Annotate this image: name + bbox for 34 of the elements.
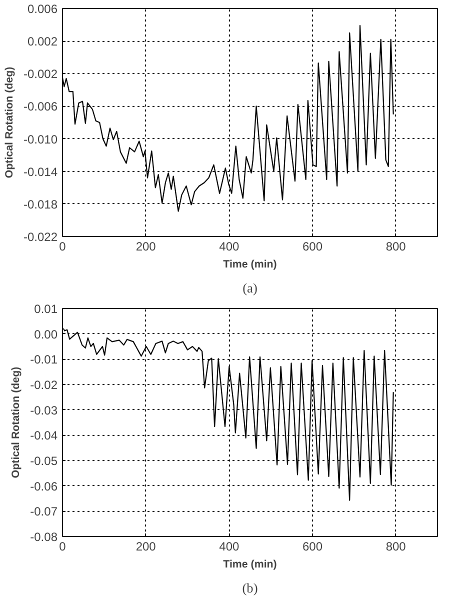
- y-tick-label: 0.002: [27, 34, 58, 49]
- x-axis-title: Time (min): [223, 558, 278, 570]
- y-tick-label: -0.08: [30, 530, 58, 544]
- x-axis-title: Time (min): [223, 258, 278, 270]
- y-tick-label: 0.00: [34, 327, 58, 342]
- y-tick-label: -0.04: [30, 428, 58, 443]
- x-tick-label: 400: [219, 240, 240, 254]
- y-tick-label: -0.06: [30, 479, 58, 494]
- x-tick-label: 200: [136, 540, 156, 554]
- y-tick-label: -0.022: [23, 230, 58, 244]
- text: (b): [242, 580, 258, 596]
- x-tick-label: 600: [302, 240, 323, 254]
- x-tick-label: 800: [386, 540, 406, 554]
- y-tick-label: -0.002: [23, 67, 58, 82]
- y-tick-label: 0.006: [27, 2, 58, 16]
- text: (a): [242, 280, 258, 296]
- y-tick-label: -0.01: [30, 352, 58, 367]
- x-tick-label: 0: [59, 540, 66, 554]
- x-tick-label: 200: [136, 240, 156, 254]
- y-tick-label: -0.05: [30, 454, 58, 468]
- x-tick-label: 800: [386, 240, 406, 254]
- y-tick-label: -0.03: [30, 403, 58, 418]
- x-tick-label: 0: [59, 240, 66, 254]
- y-tick-label: -0.014: [23, 164, 58, 179]
- x-tick-label: 600: [302, 540, 323, 554]
- y-axis-title: Optical Rotation (deg): [10, 366, 22, 478]
- y-tick-label: 0.01: [34, 302, 58, 316]
- y-tick-label: -0.018: [23, 197, 58, 212]
- y-tick-label: -0.07: [30, 504, 58, 519]
- y-tick-label: -0.02: [30, 378, 58, 392]
- x-tick-label: 400: [219, 540, 240, 554]
- y-tick-label: -0.006: [23, 100, 58, 114]
- y-axis-title: Optical Rotation (deg): [3, 66, 16, 178]
- y-tick-label: -0.010: [23, 132, 58, 146]
